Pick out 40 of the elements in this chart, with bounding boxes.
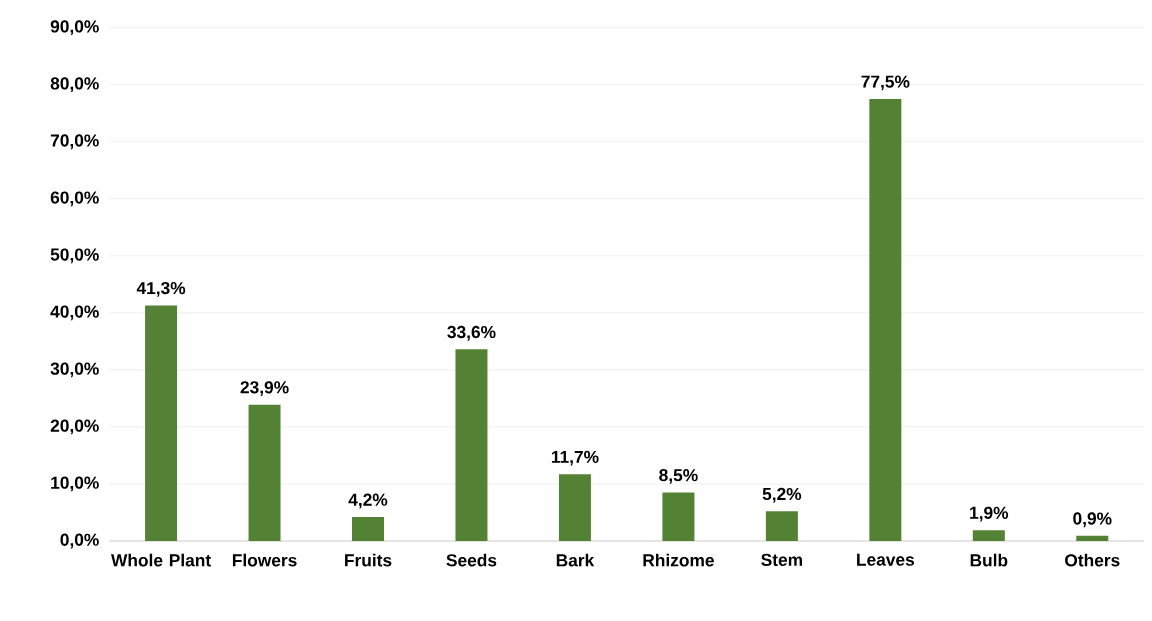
x-tick-label: Bulb [970, 553, 1008, 567]
y-tick-label: 70,0% [50, 134, 99, 150]
y-tick-label: 60,0% [50, 191, 99, 207]
x-tick-label: Leaves [857, 553, 915, 566]
x-tick-label: Fruits [345, 553, 392, 567]
y-tick-label: 40,0% [50, 305, 99, 321]
data-label: 41,3% [136, 281, 186, 297]
data-label: 0,9% [1073, 512, 1112, 528]
y-tick-label: 10,0% [51, 476, 99, 492]
bar [1076, 535, 1109, 541]
x-tick-label: Rhizome [643, 553, 714, 567]
y-tick-label: 80,0% [50, 77, 99, 93]
x-tick-label: Bark [556, 553, 595, 567]
data-label: 4,2% [348, 493, 388, 509]
bar [248, 404, 281, 541]
x-tick-label: Seeds [446, 553, 497, 567]
data-label: 8,5% [659, 469, 698, 484]
bar [145, 305, 178, 541]
data-label: 1,9% [970, 506, 1009, 522]
bar [352, 517, 384, 541]
bar [558, 474, 591, 541]
y-tick-label: 0,0% [60, 533, 99, 549]
data-label: 11,7% [551, 450, 599, 466]
data-label: 23,9% [240, 381, 289, 396]
bar [662, 492, 695, 541]
bar [765, 511, 798, 541]
bar [972, 530, 1005, 541]
data-label: 33,6% [447, 325, 496, 341]
x-tick-label: Stem [761, 553, 802, 566]
x-tick-label: Flowers [232, 553, 297, 567]
x-tick-label: Whole Plant [111, 553, 211, 567]
y-tick-label: 90,0% [50, 20, 99, 36]
y-tick-label: 50,0% [50, 248, 99, 264]
y-tick-label: 20,0% [50, 419, 99, 435]
y-tick-label: 30,0% [50, 362, 99, 378]
bar [869, 98, 902, 541]
bar [455, 349, 488, 541]
x-tick-label: Others [1065, 553, 1120, 567]
data-label: 77,5% [861, 75, 910, 91]
data-label: 5,2% [762, 487, 802, 503]
